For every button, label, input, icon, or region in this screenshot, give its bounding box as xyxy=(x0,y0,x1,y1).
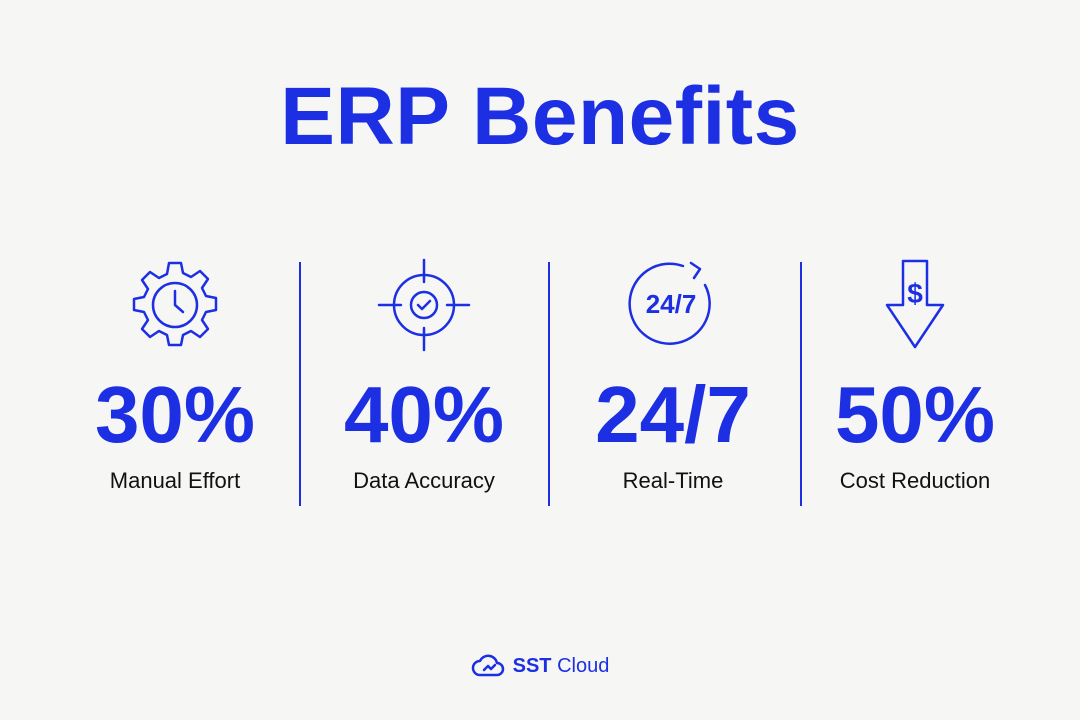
stat: 40% Data Accuracy xyxy=(299,255,549,505)
target-icon xyxy=(377,258,471,352)
stat: 30% Manual Effort xyxy=(50,255,300,505)
stat-value: 30% xyxy=(94,370,256,459)
stat-label: Manual Effort xyxy=(109,468,241,493)
stat-value: 50% xyxy=(834,370,996,459)
clock-cycle-icon: 24/7 xyxy=(628,261,711,345)
footer: SST Cloud xyxy=(0,652,1080,678)
stat-label: Cost Reduction xyxy=(839,468,991,493)
gear-clock-icon xyxy=(132,261,218,347)
stat-label: Real-Time xyxy=(622,468,724,493)
divider xyxy=(800,262,802,506)
stat: 24/7 24/7 Real-Time xyxy=(548,255,798,505)
icon-text: 24/7 xyxy=(646,289,697,319)
stat-label: Data Accuracy xyxy=(353,468,495,493)
stat-value: 24/7 xyxy=(595,370,751,459)
stat-value: 40% xyxy=(343,370,505,459)
down-arrow-icon: $ xyxy=(885,259,945,349)
brand-bold: SST xyxy=(512,655,552,677)
cloud-icon xyxy=(471,654,504,677)
title: ERP Benefits xyxy=(280,71,800,162)
divider xyxy=(299,262,301,506)
divider xyxy=(548,262,550,506)
brand-light: Cloud xyxy=(557,655,610,677)
stat: $ 50% Cost Reduction xyxy=(790,255,1040,505)
icon-text: $ xyxy=(907,278,923,309)
